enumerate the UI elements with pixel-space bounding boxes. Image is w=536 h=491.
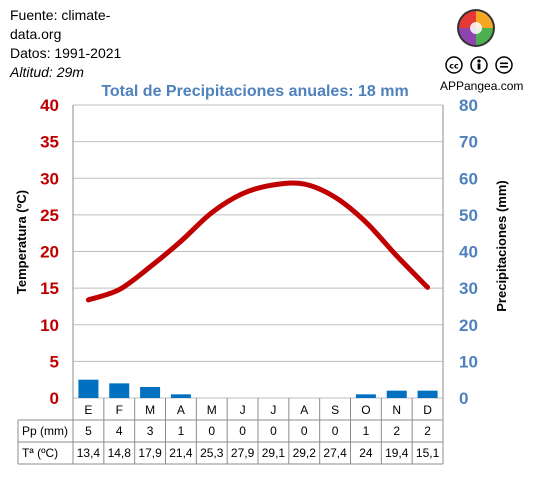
table-cell: 2 xyxy=(424,424,431,438)
source-line-2: data.org xyxy=(10,26,62,42)
left-tick-label: 40 xyxy=(40,96,59,115)
source-line-3: Datos: 1991-2021 xyxy=(10,45,122,61)
source-line-1: Fuente: climate- xyxy=(10,7,111,23)
table-cell: 25,3 xyxy=(200,446,224,460)
svg-text:cc: cc xyxy=(449,62,459,71)
precipitation-bar xyxy=(170,394,191,398)
table-cell: 14,8 xyxy=(108,446,132,460)
month-label: J xyxy=(240,403,246,417)
right-tick-label: 80 xyxy=(459,96,478,115)
table-cell: 19,4 xyxy=(385,446,409,460)
table-cell: 5 xyxy=(85,424,92,438)
altitude-label: Altitud: 29m xyxy=(10,64,84,80)
table-cell: 0 xyxy=(332,424,339,438)
right-tick-label: 40 xyxy=(459,243,478,262)
month-label: A xyxy=(300,403,308,417)
table-cell: 24 xyxy=(359,446,373,460)
precipitation-bar xyxy=(109,383,130,398)
precipitation-bar xyxy=(78,379,99,398)
month-label: J xyxy=(270,403,276,417)
left-tick-label: 15 xyxy=(40,279,59,298)
month-label: M xyxy=(207,403,217,417)
right-tick-label: 50 xyxy=(459,206,478,225)
left-tick-label: 10 xyxy=(40,316,59,335)
month-label: D xyxy=(423,403,432,417)
table-cell: 29,1 xyxy=(262,446,286,460)
table-cell: 13,4 xyxy=(77,446,101,460)
table-row-header: Tª (ºC) xyxy=(22,446,58,460)
month-label: M xyxy=(145,403,155,417)
right-tick-label: 20 xyxy=(459,316,478,335)
precipitation-bar xyxy=(417,390,438,398)
left-axis-label: Temperatura (ºC) xyxy=(14,190,29,294)
month-label: S xyxy=(331,403,339,417)
left-tick-label: 20 xyxy=(40,243,59,262)
table-cell: 0 xyxy=(239,424,246,438)
precipitation-bar xyxy=(386,390,407,398)
source-info: Fuente: climate- data.org Datos: 1991-20… xyxy=(10,6,121,82)
left-tick-label: 35 xyxy=(40,133,59,152)
table-cell: 0 xyxy=(270,424,277,438)
left-tick-label: 30 xyxy=(40,169,59,188)
left-tick-label: 25 xyxy=(40,206,59,225)
precipitation-bar xyxy=(355,394,376,398)
brand-label: APPangea.com xyxy=(440,79,524,93)
temperature-line xyxy=(85,180,431,303)
right-tick-label: 30 xyxy=(459,279,478,298)
table-cell: 3 xyxy=(147,424,154,438)
table-cell: 0 xyxy=(208,424,215,438)
month-label: N xyxy=(392,403,401,417)
left-tick-label: 5 xyxy=(50,352,59,371)
month-label: A xyxy=(177,403,185,417)
table-cell: 0 xyxy=(301,424,308,438)
table-cell: 15,1 xyxy=(416,446,440,460)
table-row-header: Pp (mm) xyxy=(22,424,68,438)
appangea-logo-icon xyxy=(457,9,495,47)
table-cell: 4 xyxy=(116,424,123,438)
creative-commons-icon: cc xyxy=(445,56,513,74)
month-label: E xyxy=(84,403,92,417)
table-cell: 1 xyxy=(178,424,185,438)
month-label: O xyxy=(361,403,370,417)
table-cell: 29,2 xyxy=(293,446,317,460)
chart-title: Total de Precipitaciones anuales: 18 mm xyxy=(101,83,408,100)
table-cell: 2 xyxy=(393,424,400,438)
precipitation-bar xyxy=(140,387,161,398)
right-tick-label: 10 xyxy=(459,352,478,371)
table-cell: 21,4 xyxy=(169,446,193,460)
table-cell: 27,9 xyxy=(231,446,255,460)
left-tick-label: 0 xyxy=(50,389,59,408)
right-tick-label: 60 xyxy=(459,169,478,188)
right-tick-label: 70 xyxy=(459,133,478,152)
table-cell: 17,9 xyxy=(138,446,162,460)
right-axis-label: Precipitaciones (mm) xyxy=(494,180,509,312)
month-label: F xyxy=(116,403,123,417)
table-cell: 27,4 xyxy=(323,446,347,460)
right-tick-label: 0 xyxy=(459,389,468,408)
table-cell: 1 xyxy=(363,424,370,438)
